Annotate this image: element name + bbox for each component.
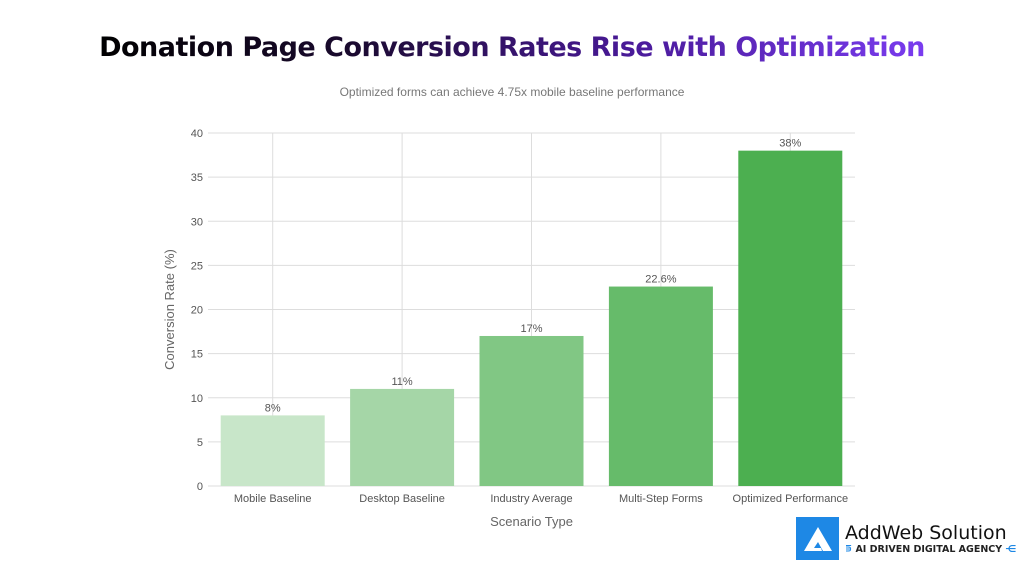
- y-tick-label: 20: [191, 305, 203, 317]
- y-tick-label: 25: [191, 260, 203, 272]
- x-tick-label: Desktop Baseline: [359, 493, 445, 505]
- y-tick-label: 40: [191, 128, 203, 140]
- logo-name: AddWeb Solution: [845, 522, 1007, 544]
- data-label: 22.6%: [645, 274, 676, 286]
- y-axis-label: Conversion Rate (%): [162, 249, 177, 370]
- x-tick-label: Industry Average: [490, 493, 572, 505]
- x-tick-label: Mobile Baseline: [234, 493, 312, 505]
- y-tick-label: 15: [191, 349, 203, 361]
- x-tick-label: Optimized Performance: [733, 493, 849, 505]
- bar: [220, 415, 325, 486]
- bar: [350, 388, 455, 486]
- chart-subtitle: Optimized forms can achieve 4.75x mobile…: [339, 85, 685, 99]
- y-tick-label: 30: [191, 216, 203, 228]
- logo-tagline: ⋾ AI DRIVEN DIGITAL AGENCY ⋲: [845, 544, 1017, 555]
- y-tick-label: 5: [197, 437, 203, 449]
- y-tick-label: 10: [191, 393, 203, 405]
- chart-title: Donation Page Conversion Rates Rise with…: [99, 32, 925, 63]
- addweb-logo: AddWeb Solution ⋾ AI DRIVEN DIGITAL AGEN…: [796, 517, 1016, 560]
- y-tick-label: 35: [191, 172, 203, 184]
- x-axis-label: Scenario Type: [490, 514, 573, 529]
- x-tick-label: Multi-Step Forms: [619, 493, 703, 505]
- logo-icon: [796, 517, 839, 560]
- data-label: 8%: [265, 402, 281, 414]
- bar: [738, 150, 843, 486]
- y-tick-label: 0: [197, 481, 203, 493]
- data-label: 11%: [391, 376, 412, 388]
- data-label: 38%: [779, 138, 801, 150]
- bar: [608, 286, 713, 486]
- bar: [479, 335, 584, 486]
- data-label: 17%: [520, 323, 542, 335]
